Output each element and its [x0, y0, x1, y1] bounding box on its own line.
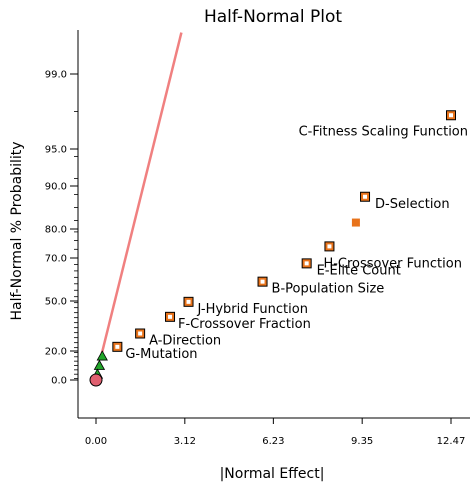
- y-axis-label: Half-Normal % Probability: [9, 141, 25, 320]
- x-axis-label: |Normal Effect|: [220, 466, 325, 482]
- y-tick-label: 70.0: [45, 254, 67, 265]
- plot-area: 0.0 20.0 50.0 70.0 80.0 90.0 95.0 99.0 0.00 3.12 6…: [45, 30, 470, 447]
- y-tick-label: 20.0: [45, 347, 67, 358]
- term-point-center: [168, 314, 173, 319]
- y-tick-label: 90.0: [45, 182, 67, 193]
- chart-title: Half-Normal Plot: [204, 7, 342, 27]
- term-point-center: [138, 331, 143, 336]
- point-label: F-Crossover Fraction: [178, 317, 311, 332]
- intercept-point: [89, 373, 103, 387]
- x-tick-label: 9.35: [351, 436, 373, 447]
- y-tick-label: 0.0: [51, 376, 67, 387]
- x-tick-label: 6.23: [262, 436, 284, 447]
- term-point-center: [260, 279, 265, 284]
- point-label: C-Fitness Scaling Function: [299, 124, 468, 139]
- point-label: B-Population Size: [272, 282, 385, 297]
- point-label: J-Hybrid Function: [197, 302, 308, 317]
- point-label: G-Mutation: [125, 347, 197, 362]
- x-tick-label: 12.47: [437, 436, 466, 447]
- point-label: D-Selection: [375, 197, 450, 212]
- y-tick-label: 80.0: [45, 225, 67, 236]
- term-point-filled: [351, 218, 360, 227]
- point-label: H-Crossover Function: [323, 256, 462, 271]
- y-tick-label: 50.0: [45, 297, 67, 308]
- term-point-center: [363, 194, 368, 199]
- term-point-center: [449, 113, 453, 118]
- x-tick-label: 0.00: [85, 436, 107, 447]
- term-point-center: [327, 244, 332, 249]
- error-point: [93, 359, 106, 370]
- term-point-center: [186, 299, 191, 304]
- y-tick-label: 99.0: [45, 70, 67, 81]
- term-point-center: [304, 261, 309, 266]
- fit-line: [99, 32, 183, 361]
- point-label: E-Elite Count: [317, 263, 401, 278]
- y-tick-label: 95.0: [45, 145, 67, 156]
- term-point-center: [115, 344, 120, 349]
- x-tick-label: 3.12: [174, 436, 196, 447]
- error-point: [96, 350, 108, 361]
- point-label: A-Direction: [149, 334, 221, 349]
